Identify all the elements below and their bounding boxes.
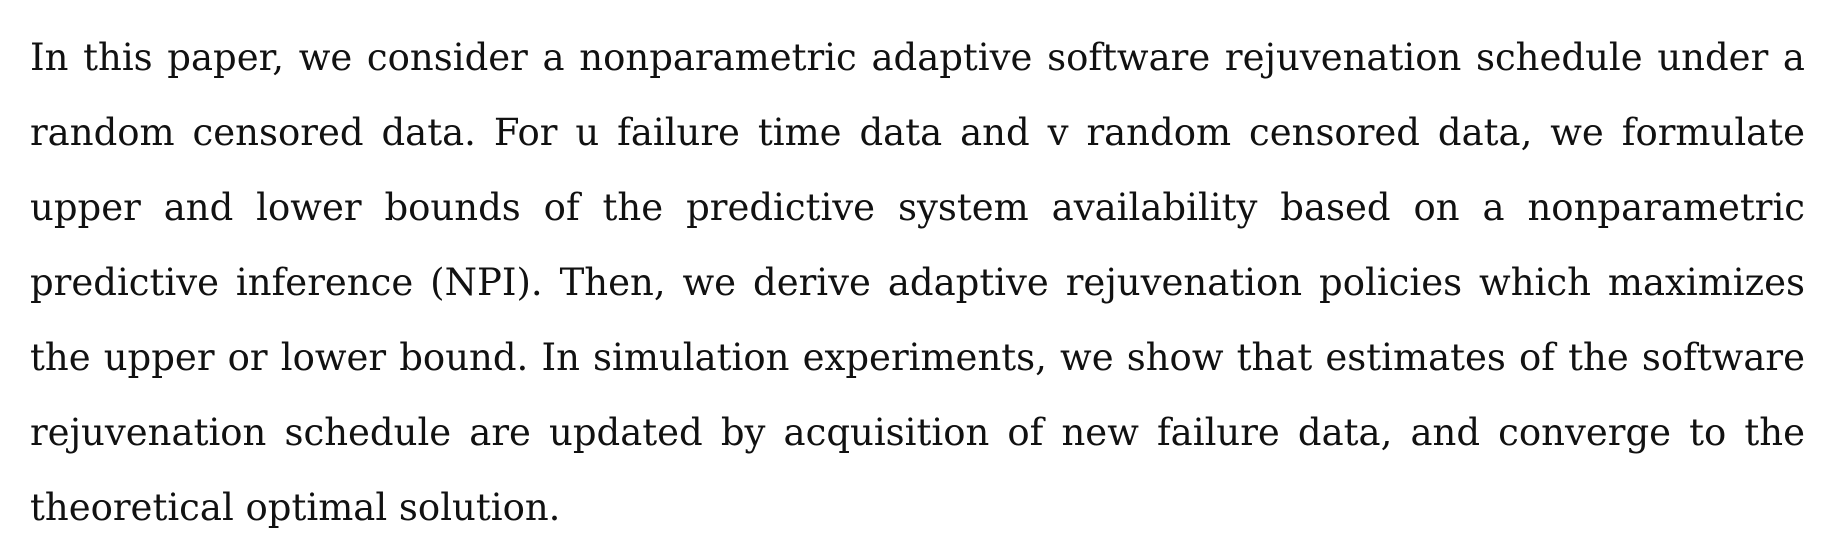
abstract-paragraph: In this paper, we consider a nonparametr…	[30, 36, 1805, 529]
document-page: In this paper, we consider a nonparametr…	[30, 20, 1805, 540]
